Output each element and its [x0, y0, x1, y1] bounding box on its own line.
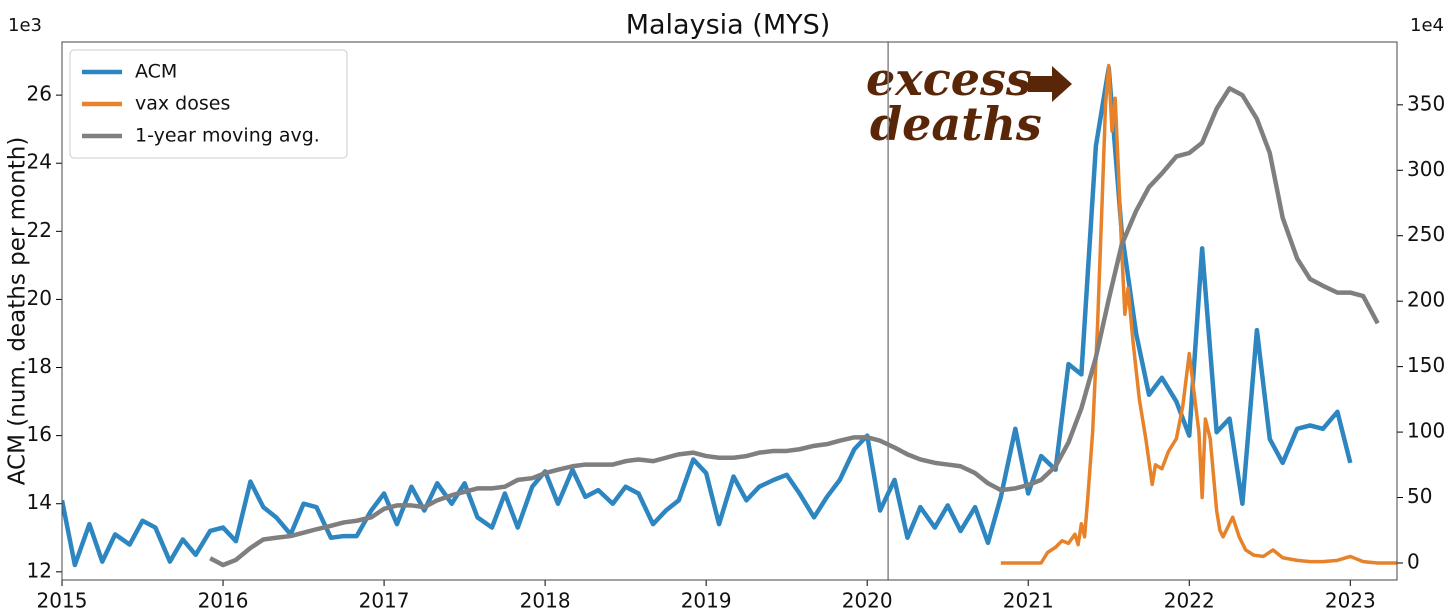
y-tick-label: 14	[27, 490, 52, 514]
y-tick-label: 20	[27, 286, 52, 310]
x-tick-label: 2015	[37, 589, 88, 613]
legend-label: 1-year moving avg.	[135, 125, 320, 147]
x-tick-label: 2023	[1325, 589, 1376, 613]
legend-box	[69, 49, 348, 159]
data-line	[1000, 63, 1397, 565]
x-tick-label: 2020	[842, 589, 893, 613]
legend-label: vax doses	[135, 93, 230, 115]
y2-offset-label: 1e4	[1410, 15, 1444, 36]
x-tick-label: 2021	[1003, 589, 1054, 613]
x-tick-label: 2019	[681, 589, 732, 613]
data-line	[62, 65, 1353, 568]
annotation: deaths	[870, 97, 1042, 151]
y2-tick-label: 50	[1407, 484, 1432, 508]
data-line	[209, 86, 1380, 568]
y-offset-label: 1e3	[8, 15, 42, 36]
y2-tick-label: 250	[1407, 222, 1445, 246]
chart-title: Malaysia (MYS)	[626, 10, 831, 41]
plot-frame	[61, 41, 1398, 581]
y2-tick-label: 350	[1407, 91, 1445, 115]
x-tick-label: 2018	[520, 589, 571, 613]
legend-label: ACM	[135, 61, 177, 83]
y-tick-label: 26	[27, 82, 52, 106]
y-tick-label: 22	[27, 218, 52, 242]
x-tick-label: 2017	[359, 589, 410, 613]
y-tick-label: 12	[27, 558, 52, 582]
y2-tick-label: 200	[1407, 288, 1445, 312]
y-tick-label: 18	[27, 354, 52, 378]
y2-tick-label: 300	[1407, 157, 1445, 181]
y2-tick-label: 0	[1407, 549, 1420, 573]
y2-tick-label: 100	[1407, 419, 1445, 443]
x-tick-label: 2016	[198, 589, 249, 613]
annotation-arrow	[1028, 66, 1072, 102]
annotation: excess	[866, 52, 1032, 106]
x-tick-label: 2022	[1164, 589, 1215, 613]
y-tick-label: 24	[27, 150, 52, 174]
y2-tick-label: 150	[1407, 353, 1445, 377]
y-axis-label: ACM (num. deaths per month)	[5, 137, 31, 486]
y-tick-label: 16	[27, 422, 52, 446]
